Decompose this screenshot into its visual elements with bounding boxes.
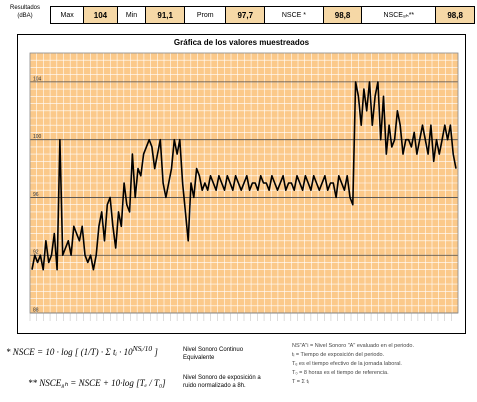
nsce8h-value: 98,8 [435,6,475,24]
nsce-description: Nivel Sonoro Continuo Equivalente [183,347,244,361]
min-label: Min [116,6,147,24]
definition-line: T₀ = 8 horas es el tiempo de referencia. [292,370,389,376]
y-tick-label: 96 [33,192,39,198]
max-value: 104 [83,6,118,24]
definition-line: tᵢ = Tiempo de exposición del periodo. [292,352,385,358]
nsce-formula-lhs: NSCE [12,347,35,357]
chart-title: Gráfica de los valores muestreados [173,38,310,47]
y-tick-label: 92 [33,250,39,256]
min-value: 91,1 [145,6,186,24]
series-line [31,81,457,271]
chart-frame: Gráfica de los valores muestreados 88 92 9… [17,34,466,334]
y-tick-label: 104 [33,76,42,82]
definitions: NS"A"i = Nivel Sonoro "A" evaluado en el… [292,342,414,387]
y-tick-label: 88 [33,308,39,314]
nsce8h-label: NSCE₈ₕ** [361,6,437,24]
results-table: Max 104 Min 91,1 Prom 97,7 NSCE * 98,8 N… [49,6,475,24]
prom-value: 97,7 [225,6,266,24]
definition-line: T = Σ tᵢ [292,379,309,385]
line-chart: 88 92 96 100 104 [29,52,459,321]
nsce8h-formula-lhs: NSCE₈ₕ = NSCE + 10·log [39,378,134,388]
nsce8h-description: Nivel Sonoro de exposición a ruido norma… [183,375,261,389]
results-label: Resultados (dBA) [9,5,41,19]
plot-border [29,52,459,314]
y-tick-label: 100 [33,134,42,140]
nsce-label: NSCE * [264,6,324,24]
nsce-value: 98,8 [322,6,363,24]
nsce8h-formula: ** NSCE₈ₕ = NSCE + 10·log [Tₑ / T₀] [28,378,166,388]
max-label: Max [49,6,85,24]
prom-label: Prom [184,6,227,24]
nsce-formula: * NSCE = 10 · log [ (1/T) · Σ tᵢ · 10NSᵢ… [6,344,158,357]
definition-line: NS"A"i = Nivel Sonoro "A" evaluado en el… [292,343,415,349]
definition-line: Tₑ es el tiempo efectivo de la jornada l… [292,361,402,367]
